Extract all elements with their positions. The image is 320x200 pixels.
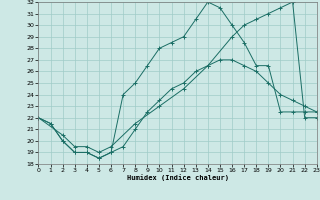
X-axis label: Humidex (Indice chaleur): Humidex (Indice chaleur) xyxy=(127,175,228,181)
